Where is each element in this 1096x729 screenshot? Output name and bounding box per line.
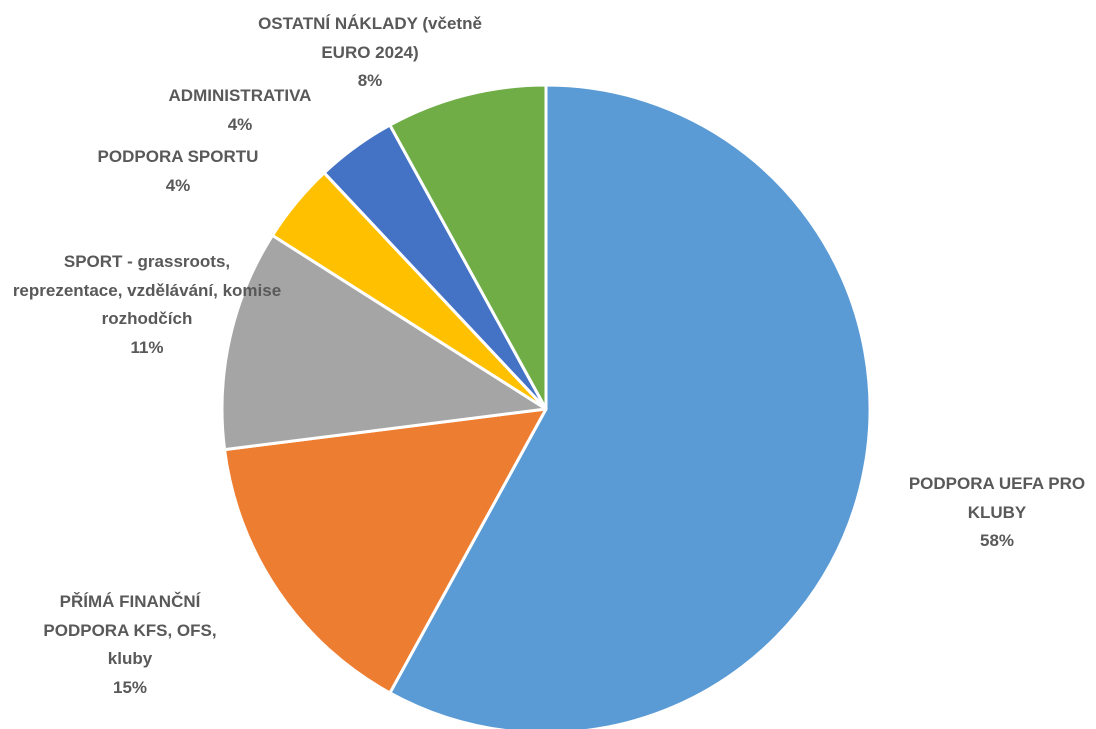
pie-slice <box>220 233 548 452</box>
value-label: 11% <box>130 337 164 357</box>
category-label: PŘÍMÁ FINANČNÍ PODPORA KFS, OFS, kluby <box>43 592 217 668</box>
slice-label: ADMINISTRATIVA 4% <box>140 82 340 139</box>
pie-slice <box>223 407 548 695</box>
category-label: ADMINISTRATIVA <box>168 86 312 105</box>
value-label: 4% <box>165 175 191 195</box>
value-label: 4% <box>227 114 253 134</box>
pie-slice <box>388 83 872 729</box>
slice-label: PODPORA UEFA PRO KLUBY 58% <box>892 470 1096 556</box>
category-label: SPORT - grassroots, reprezentace, vzdělá… <box>12 252 282 328</box>
pie-slice <box>388 83 548 411</box>
category-label: PODPORA SPORTU <box>97 147 259 166</box>
category-label: PODPORA UEFA PRO KLUBY <box>908 474 1086 522</box>
slice-label: PODPORA SPORTU 4% <box>78 143 278 200</box>
slice-label: SPORT - grassroots, reprezentace, vzdělá… <box>12 248 282 362</box>
slice-label: PŘÍMÁ FINANČNÍ PODPORA KFS, OFS, kluby 15… <box>38 588 223 702</box>
slice-label: OSTATNÍ NÁKLADY (včetně EURO 2024) 8% <box>253 10 488 96</box>
value-label: 15% <box>112 677 148 697</box>
value-label: 8% <box>357 71 383 90</box>
value-label: 58% <box>979 531 1015 550</box>
category-label: OSTATNÍ NÁKLADY (včetně EURO 2024) <box>258 14 482 62</box>
